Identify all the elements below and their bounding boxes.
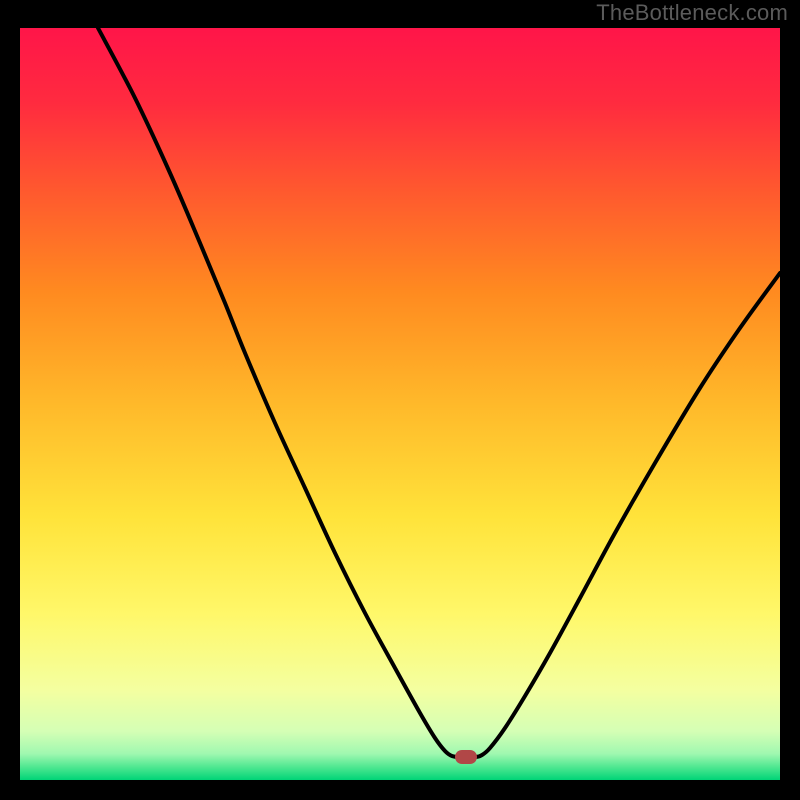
bottleneck-curve [20,28,780,780]
optimum-marker [455,750,477,764]
plot-area [20,28,780,780]
watermark-text: TheBottleneck.com [596,0,788,26]
chart-canvas: TheBottleneck.com [0,0,800,800]
